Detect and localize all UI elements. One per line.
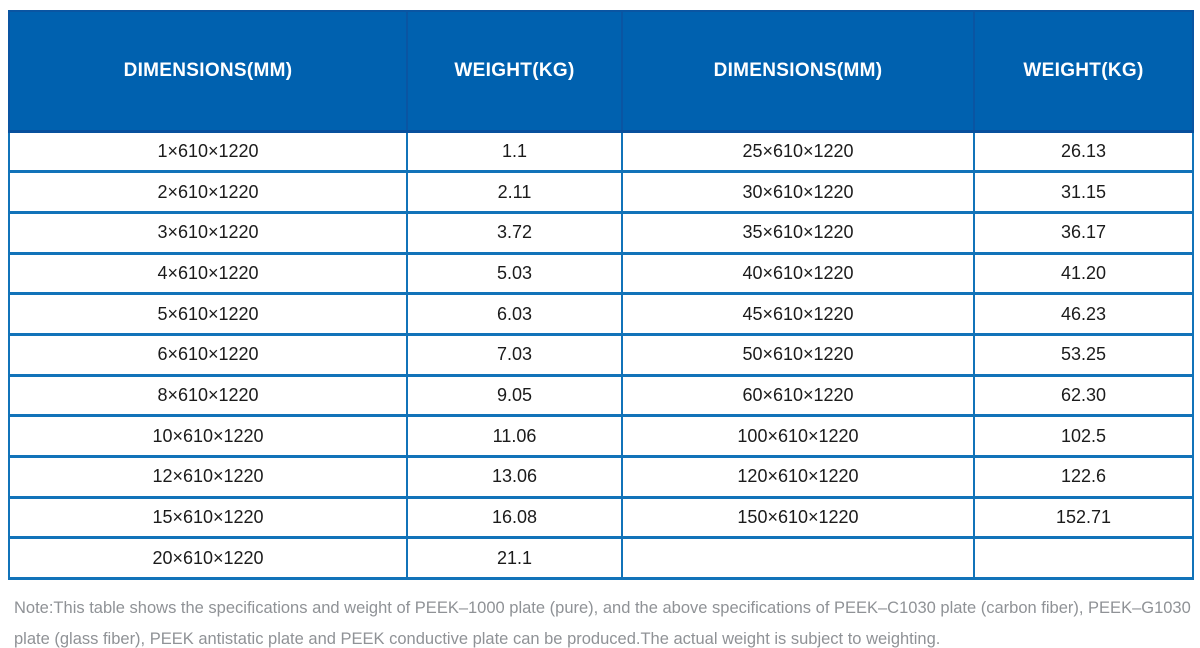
table-cell: 7.03 (406, 333, 623, 377)
table-cell: 10×610×1220 (8, 414, 408, 458)
table-row: 5×610×1220 6.03 45×610×1220 46.23 (8, 292, 1194, 336)
table-cell: 2×610×1220 (8, 170, 408, 214)
table-row: 6×610×1220 7.03 50×610×1220 53.25 (8, 333, 1194, 377)
table-cell: 2.11 (406, 170, 623, 214)
table-cell: 13.06 (406, 455, 623, 499)
table-cell: 40×610×1220 (621, 252, 975, 296)
table-cell: 6.03 (406, 292, 623, 336)
table-cell: 1×610×1220 (8, 131, 408, 174)
column-header-dimensions-2: DIMENSIONS(MM) (621, 10, 975, 133)
table-row: 20×610×1220 21.1 (8, 536, 1194, 581)
table-cell: 3×610×1220 (8, 211, 408, 255)
spec-table: DIMENSIONS(MM) WEIGHT(KG) DIMENSIONS(MM)… (8, 10, 1194, 581)
table-cell (973, 536, 1194, 581)
table-cell: 15×610×1220 (8, 496, 408, 540)
table-row: 10×610×1220 11.06 100×610×1220 102.5 (8, 414, 1194, 458)
header-row: DIMENSIONS(MM) WEIGHT(KG) DIMENSIONS(MM)… (8, 10, 1194, 133)
table-cell: 152.71 (973, 496, 1194, 540)
table-cell: 53.25 (973, 333, 1194, 377)
table-cell (621, 536, 975, 581)
table-cell: 41.20 (973, 252, 1194, 296)
table-row: 2×610×1220 2.11 30×610×1220 31.15 (8, 170, 1194, 214)
table-cell: 26.13 (973, 131, 1194, 174)
table-cell: 45×610×1220 (621, 292, 975, 336)
table-body: 1×610×1220 1.1 25×610×1220 26.13 2×610×1220 2… (8, 131, 1194, 581)
table-cell: 5×610×1220 (8, 292, 408, 336)
table-cell: 102.5 (973, 414, 1194, 458)
table-cell: 31.15 (973, 170, 1194, 214)
table-cell: 120×610×1220 (621, 455, 975, 499)
table-cell: 9.05 (406, 374, 623, 418)
column-header-weight-2: WEIGHT(KG) (973, 10, 1194, 133)
column-header-dimensions-1: DIMENSIONS(MM) (8, 10, 408, 133)
table-cell: 12×610×1220 (8, 455, 408, 499)
table-row: 3×610×1220 3.72 35×610×1220 36.17 (8, 211, 1194, 255)
table-cell: 4×610×1220 (8, 252, 408, 296)
table-row: 8×610×1220 9.05 60×610×1220 62.30 (8, 374, 1194, 418)
table-cell: 6×610×1220 (8, 333, 408, 377)
table-row: 1×610×1220 1.1 25×610×1220 26.13 (8, 131, 1194, 174)
table-cell: 46.23 (973, 292, 1194, 336)
table-row: 15×610×1220 16.08 150×610×1220 152.71 (8, 496, 1194, 540)
table-cell: 25×610×1220 (621, 131, 975, 174)
table-cell: 60×610×1220 (621, 374, 975, 418)
table-cell: 21.1 (406, 536, 623, 581)
table-cell: 150×610×1220 (621, 496, 975, 540)
table-cell: 20×610×1220 (8, 536, 408, 581)
table-cell: 11.06 (406, 414, 623, 458)
note-text: Note:This table shows the specifications… (14, 599, 1191, 648)
table-cell: 36.17 (973, 211, 1194, 255)
table-header: DIMENSIONS(MM) WEIGHT(KG) DIMENSIONS(MM)… (8, 10, 1194, 133)
table-cell: 50×610×1220 (621, 333, 975, 377)
table-cell: 62.30 (973, 374, 1194, 418)
table-cell: 16.08 (406, 496, 623, 540)
table-cell: 8×610×1220 (8, 374, 408, 418)
table-cell: 1.1 (406, 131, 623, 174)
table-cell: 30×610×1220 (621, 170, 975, 214)
column-header-weight-1: WEIGHT(KG) (406, 10, 623, 133)
table-row: 12×610×1220 13.06 120×610×1220 122.6 (8, 455, 1194, 499)
table-cell: 122.6 (973, 455, 1194, 499)
table-row: 4×610×1220 5.03 40×610×1220 41.20 (8, 252, 1194, 296)
table-cell: 100×610×1220 (621, 414, 975, 458)
table-cell: 5.03 (406, 252, 623, 296)
table-cell: 35×610×1220 (621, 211, 975, 255)
table-cell: 3.72 (406, 211, 623, 255)
